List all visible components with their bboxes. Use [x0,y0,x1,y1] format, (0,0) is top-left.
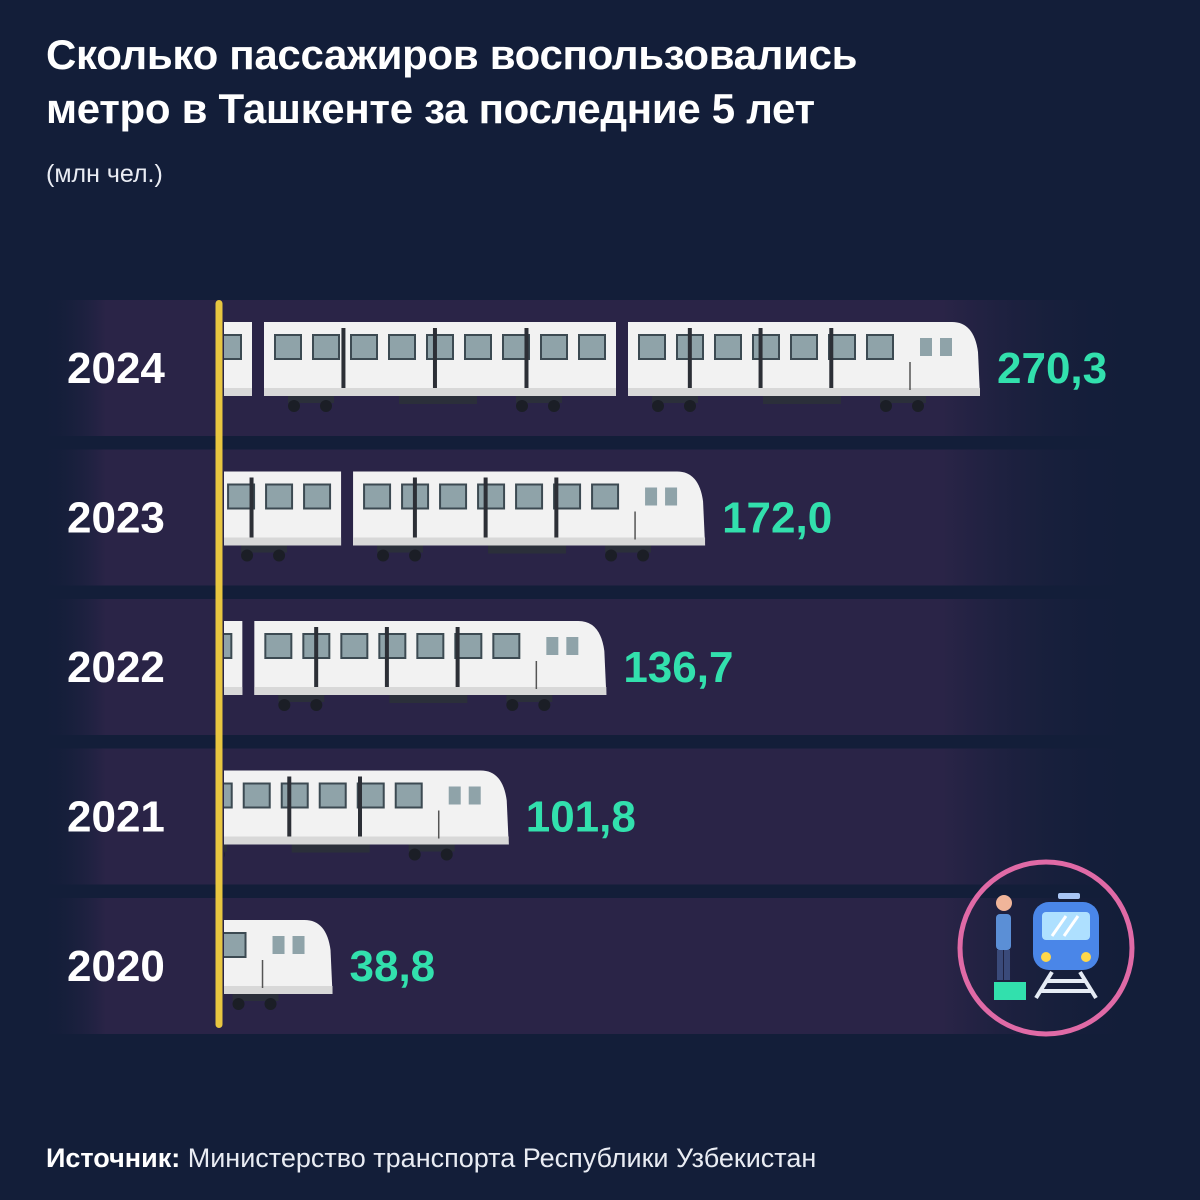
rail-track-icon [1034,970,1098,1000]
category-label-2020: 2020 [67,942,165,991]
unit-label: (млн чел.) [46,160,163,188]
value-label-2021: 101,8 [526,793,636,842]
bar-2021 [224,770,509,861]
value-label-2022: 136,7 [623,643,733,692]
train-lead-car [628,322,980,412]
value-label-2020: 38,8 [350,942,436,991]
value-label-2024: 270,3 [997,344,1107,393]
icon-ring [957,859,1135,1037]
y-axis-line [215,300,223,1028]
row-band [40,898,1140,1034]
train-car [224,322,252,396]
value-label-2023: 172,0 [722,494,832,543]
metro-icon [957,859,1135,1037]
train-car [224,471,342,562]
bar-2022 [224,621,607,711]
bar-2024 [224,322,980,412]
bar-2023 [224,471,706,562]
category-label-2024: 2024 [67,344,165,393]
row-band [40,748,1140,885]
train-car [264,322,616,412]
chart-title-line-2: метро в Ташкенте за последние 5 лет [46,85,815,132]
train-icon [1033,893,1099,970]
train-lead-car [224,920,333,1010]
category-label-2021: 2021 [67,793,165,842]
train-car [224,621,243,695]
bar-2020 [224,920,333,1010]
train-lead-car [353,471,706,562]
source-note: Источник: Министерство транспорта Респуб… [46,1143,817,1173]
source-text: Министерство транспорта Республики Узбек… [187,1143,817,1173]
chart-title: Сколько пассажиров воспользовались метро… [46,28,1146,136]
train-lead-car [254,621,607,711]
passenger-figure-icon [994,895,1026,1000]
train-lead-car [224,770,509,861]
category-label-2023: 2023 [67,494,165,543]
category-label-2022: 2022 [67,643,165,692]
chart-title-line-1: Сколько пассажиров воспользовались [46,31,858,78]
source-label: Источник [46,1143,172,1173]
